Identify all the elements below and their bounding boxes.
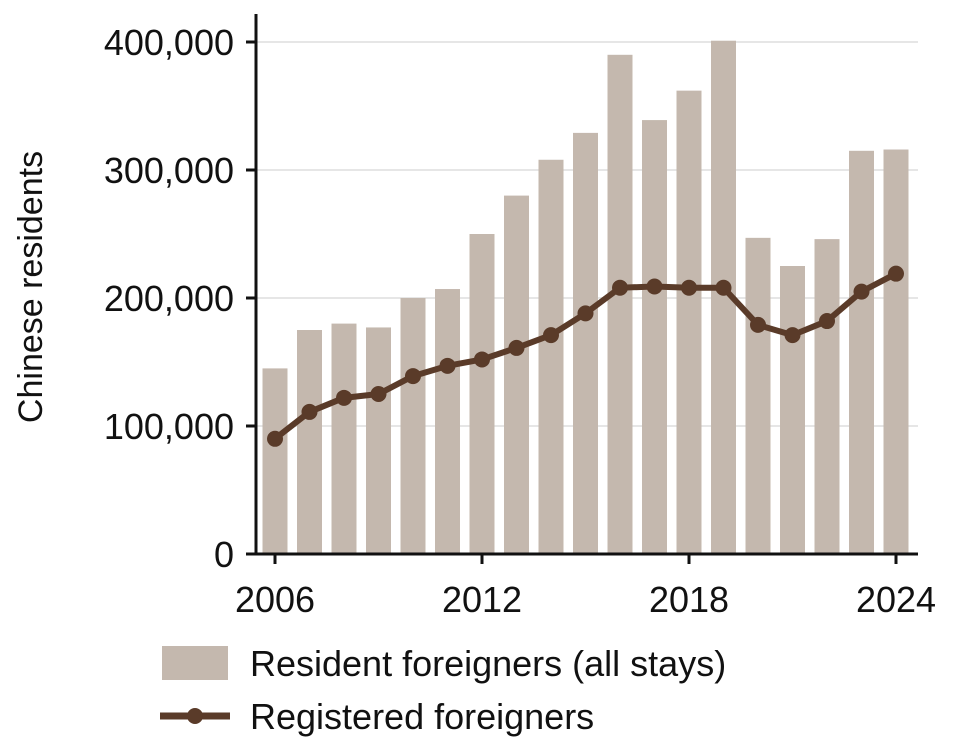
- legend: Resident foreigners (all stays) Register…: [160, 643, 726, 737]
- line-point: [715, 279, 732, 296]
- legend-label-registered-foreigners: Registered foreigners: [250, 696, 594, 737]
- line-point: [819, 313, 835, 330]
- bar: [745, 237, 771, 554]
- line-point: [474, 351, 490, 368]
- bar-series: [262, 40, 909, 555]
- bar: [504, 195, 529, 554]
- legend-marker-registered-foreigners: [187, 708, 203, 724]
- line-point: [508, 339, 525, 356]
- line-point: [784, 327, 801, 344]
- y-tick-label: 200,000: [104, 278, 234, 319]
- bar: [607, 54, 633, 555]
- bar: [366, 327, 391, 554]
- bar: [297, 330, 322, 554]
- axes: [254, 14, 918, 556]
- y-axis-title: Chinese residents: [12, 151, 50, 423]
- line-point: [439, 357, 456, 374]
- line-point: [543, 327, 559, 344]
- line-point: [646, 278, 663, 295]
- bar: [435, 289, 460, 554]
- y-tick-label: 100,000: [104, 406, 234, 447]
- bar: [469, 234, 495, 554]
- x-tick-label: 2006: [235, 579, 315, 620]
- y-tick-label: 400,000: [104, 22, 234, 63]
- bar: [400, 298, 426, 554]
- line-point: [336, 389, 352, 406]
- bar: [849, 150, 874, 555]
- bar: [676, 90, 702, 554]
- line-point: [405, 368, 421, 385]
- bar: [262, 368, 288, 554]
- line-point: [681, 279, 697, 296]
- bar: [883, 149, 909, 554]
- line-point: [853, 283, 870, 300]
- bar: [573, 132, 598, 554]
- bar: [331, 323, 357, 554]
- x-tick-label: 2018: [649, 579, 729, 620]
- y-tick-label: 0: [214, 534, 234, 575]
- bar: [642, 120, 667, 554]
- legend-swatch-resident-foreigners: [162, 646, 228, 680]
- tick-labels: 0 100,000 200,000 300,000 400,000 2006 2012 201…: [104, 22, 936, 620]
- line-point: [370, 386, 387, 402]
- line-point: [612, 279, 628, 296]
- line-point: [577, 305, 594, 322]
- bar: [538, 159, 564, 554]
- x-tick-label: 2012: [442, 579, 522, 620]
- line-point: [301, 403, 318, 420]
- bar: [814, 239, 840, 554]
- y-tick-label: 300,000: [104, 150, 234, 191]
- line-point: [888, 265, 904, 282]
- bar: [780, 266, 805, 554]
- line-point: [267, 430, 283, 447]
- legend-label-resident-foreigners: Resident foreigners (all stays): [250, 643, 726, 684]
- line-series: [267, 265, 904, 447]
- line-point: [750, 316, 766, 333]
- x-tick-label: 2024: [856, 579, 936, 620]
